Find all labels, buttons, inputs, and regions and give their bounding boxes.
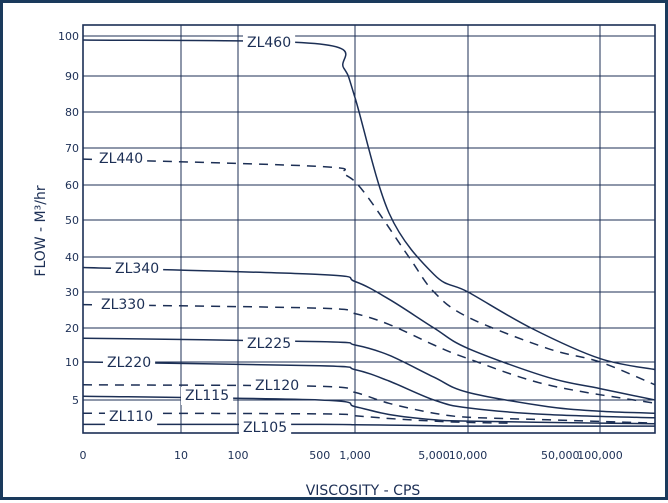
series-line-zl115 — [82, 395, 656, 425]
series-label-zl440: ZL440 — [99, 151, 143, 167]
y-tick-label: 5 — [72, 394, 79, 407]
x-tick-label: 5,000 — [418, 449, 450, 462]
series-label-bg — [239, 419, 292, 437]
y-tick-label: 70 — [65, 142, 79, 155]
series-label-zl105: ZL105 — [243, 420, 287, 436]
series-label-bg — [181, 387, 234, 405]
x-tick-label: 50,000 — [541, 449, 580, 462]
flow-viscosity-chart: ZL460 ZL440 ZL340 ZL330 ZL225 ZL220 ZL120 ZL115… — [33, 24, 656, 499]
series-label-bg — [243, 34, 296, 52]
series-label-bg — [111, 260, 164, 278]
y-axis-title: FLOW - M³/hr — [33, 185, 49, 276]
series-label-bg — [251, 377, 304, 395]
x-tick-label: 1,000 — [339, 449, 371, 462]
y-tick-label: 10 — [65, 356, 79, 369]
series-lines — [82, 39, 656, 427]
series-label-bg — [243, 335, 296, 353]
y-tick-label: 80 — [65, 106, 79, 119]
x-axis-title: VISCOSITY - CPS — [306, 483, 421, 499]
y-tick-label: 90 — [65, 70, 79, 83]
y-tick-label: 30 — [65, 286, 79, 299]
y-tick-label: 50 — [65, 214, 79, 227]
grid-lines — [82, 24, 656, 434]
series-line-zl120 — [82, 384, 656, 424]
series-line-zl105 — [83, 423, 655, 427]
series-label-zl340: ZL340 — [115, 261, 159, 277]
y-tick-label: 60 — [65, 179, 79, 192]
series-line-zl340 — [82, 266, 656, 401]
series-label-bg — [103, 354, 156, 372]
x-tick-label: 10 — [174, 449, 188, 462]
series-label-bg — [95, 150, 148, 168]
y-tick-label: 20 — [65, 322, 79, 335]
series-label-zl330: ZL330 — [101, 297, 145, 313]
y-tick-label: 40 — [65, 251, 79, 264]
x-tick-label: 500 — [309, 449, 330, 462]
series-label-bg — [105, 408, 158, 426]
series-label-zl110: ZL110 — [109, 409, 153, 425]
series-labels: ZL460 ZL440 ZL340 ZL330 ZL225 ZL220 ZL120 ZL115… — [95, 34, 304, 437]
x-tick-label: 10,000 — [449, 449, 488, 462]
series-line-zl110 — [82, 412, 508, 424]
plot-border — [82, 24, 656, 434]
series-line-zl330 — [82, 303, 656, 405]
x-tick-label: 100 — [228, 449, 249, 462]
series-label-zl220: ZL220 — [107, 355, 151, 371]
y-tick-labels: 5 10 20 30 40 50 60 70 80 90 100 — [58, 30, 79, 407]
series-label-zl120: ZL120 — [255, 378, 299, 394]
series-label-zl225: ZL225 — [247, 336, 291, 352]
x-tick-label: 0 — [80, 449, 87, 462]
y-tick-label: 100 — [58, 30, 79, 43]
series-line-zl460 — [82, 39, 656, 371]
series-line-zl440 — [82, 158, 656, 386]
series-label-bg — [97, 296, 150, 314]
series-label-zl115: ZL115 — [185, 388, 229, 404]
x-tick-label: 100,000 — [577, 449, 623, 462]
series-label-zl460: ZL460 — [247, 35, 291, 51]
series-line-zl225 — [82, 337, 656, 414]
series-line-zl220 — [82, 361, 656, 419]
